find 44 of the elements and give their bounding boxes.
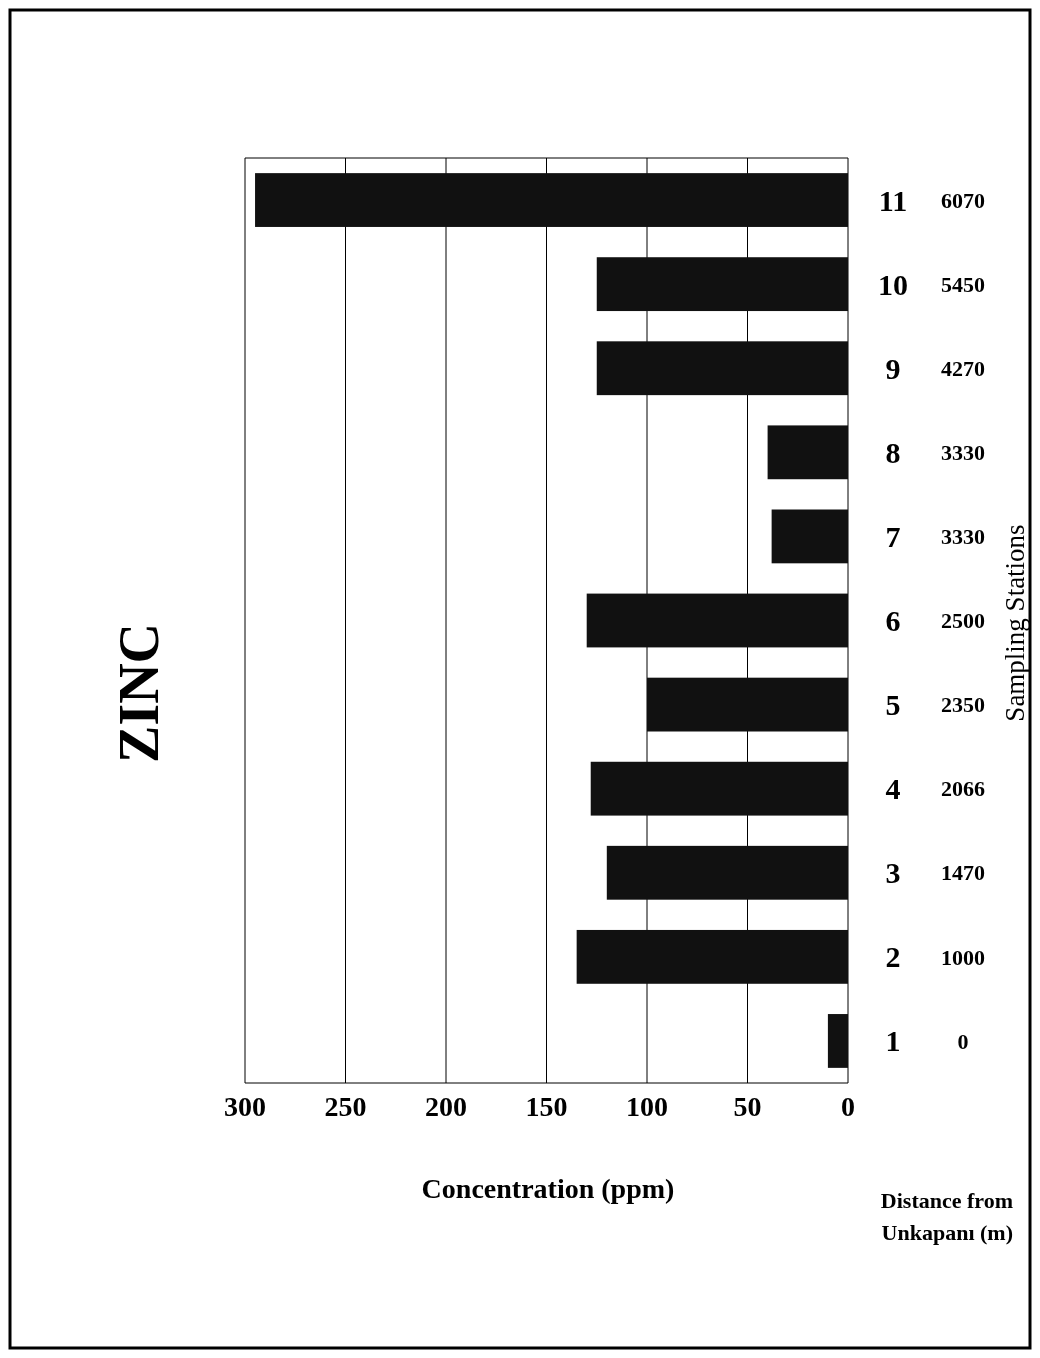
text: 2500	[941, 608, 985, 634]
text: 6070	[941, 187, 985, 213]
x-tick-label: 250	[324, 1091, 367, 1122]
y-tick-label: 6	[885, 604, 901, 637]
text: 2066	[941, 776, 985, 802]
bar	[771, 509, 848, 564]
x-axis-title: Concentration (ppm)	[421, 1173, 675, 1204]
bar	[596, 341, 848, 396]
y-tick-label: 1	[885, 1024, 901, 1058]
y-tick-label: 10	[878, 267, 908, 301]
y-tick-label: 9	[885, 351, 901, 385]
bar	[586, 593, 848, 648]
text: ZINC	[108, 622, 170, 764]
text: 1470	[941, 860, 985, 886]
y-tick-label: 8	[885, 435, 901, 469]
text: 0	[957, 1028, 969, 1054]
y-tick-label: 11	[878, 183, 908, 217]
x-tick-label: 0	[841, 1091, 855, 1122]
y-tick-label: 2	[885, 940, 901, 974]
y-tick-label: 5	[885, 688, 901, 722]
text: Distance from Unkapanı (m)	[880, 1188, 1013, 1245]
text: 3330	[941, 524, 985, 550]
bar	[827, 1014, 848, 1068]
y-tick-label: 4	[885, 772, 901, 806]
text: 2350	[941, 692, 985, 718]
bar	[767, 425, 848, 480]
bar	[606, 845, 848, 900]
bar	[255, 173, 848, 227]
bar	[647, 677, 848, 732]
x-tick-label: 150	[525, 1091, 568, 1122]
text: 1000	[941, 944, 985, 970]
text: 3330	[941, 440, 985, 466]
x-tick-label: 50	[733, 1091, 762, 1122]
bar	[576, 929, 848, 984]
y-tick-label: 3	[885, 856, 901, 890]
x-tick-label: 100	[626, 1091, 668, 1122]
text: 5450	[941, 271, 985, 297]
text: 4270	[941, 355, 985, 381]
bar	[596, 257, 848, 312]
y-axis-title: Sampling Stations	[1000, 524, 1030, 722]
x-tick-label: 200	[425, 1091, 467, 1122]
y-tick-label: 7	[885, 519, 901, 553]
x-tick-label: 300	[224, 1091, 266, 1122]
bar	[590, 761, 848, 816]
